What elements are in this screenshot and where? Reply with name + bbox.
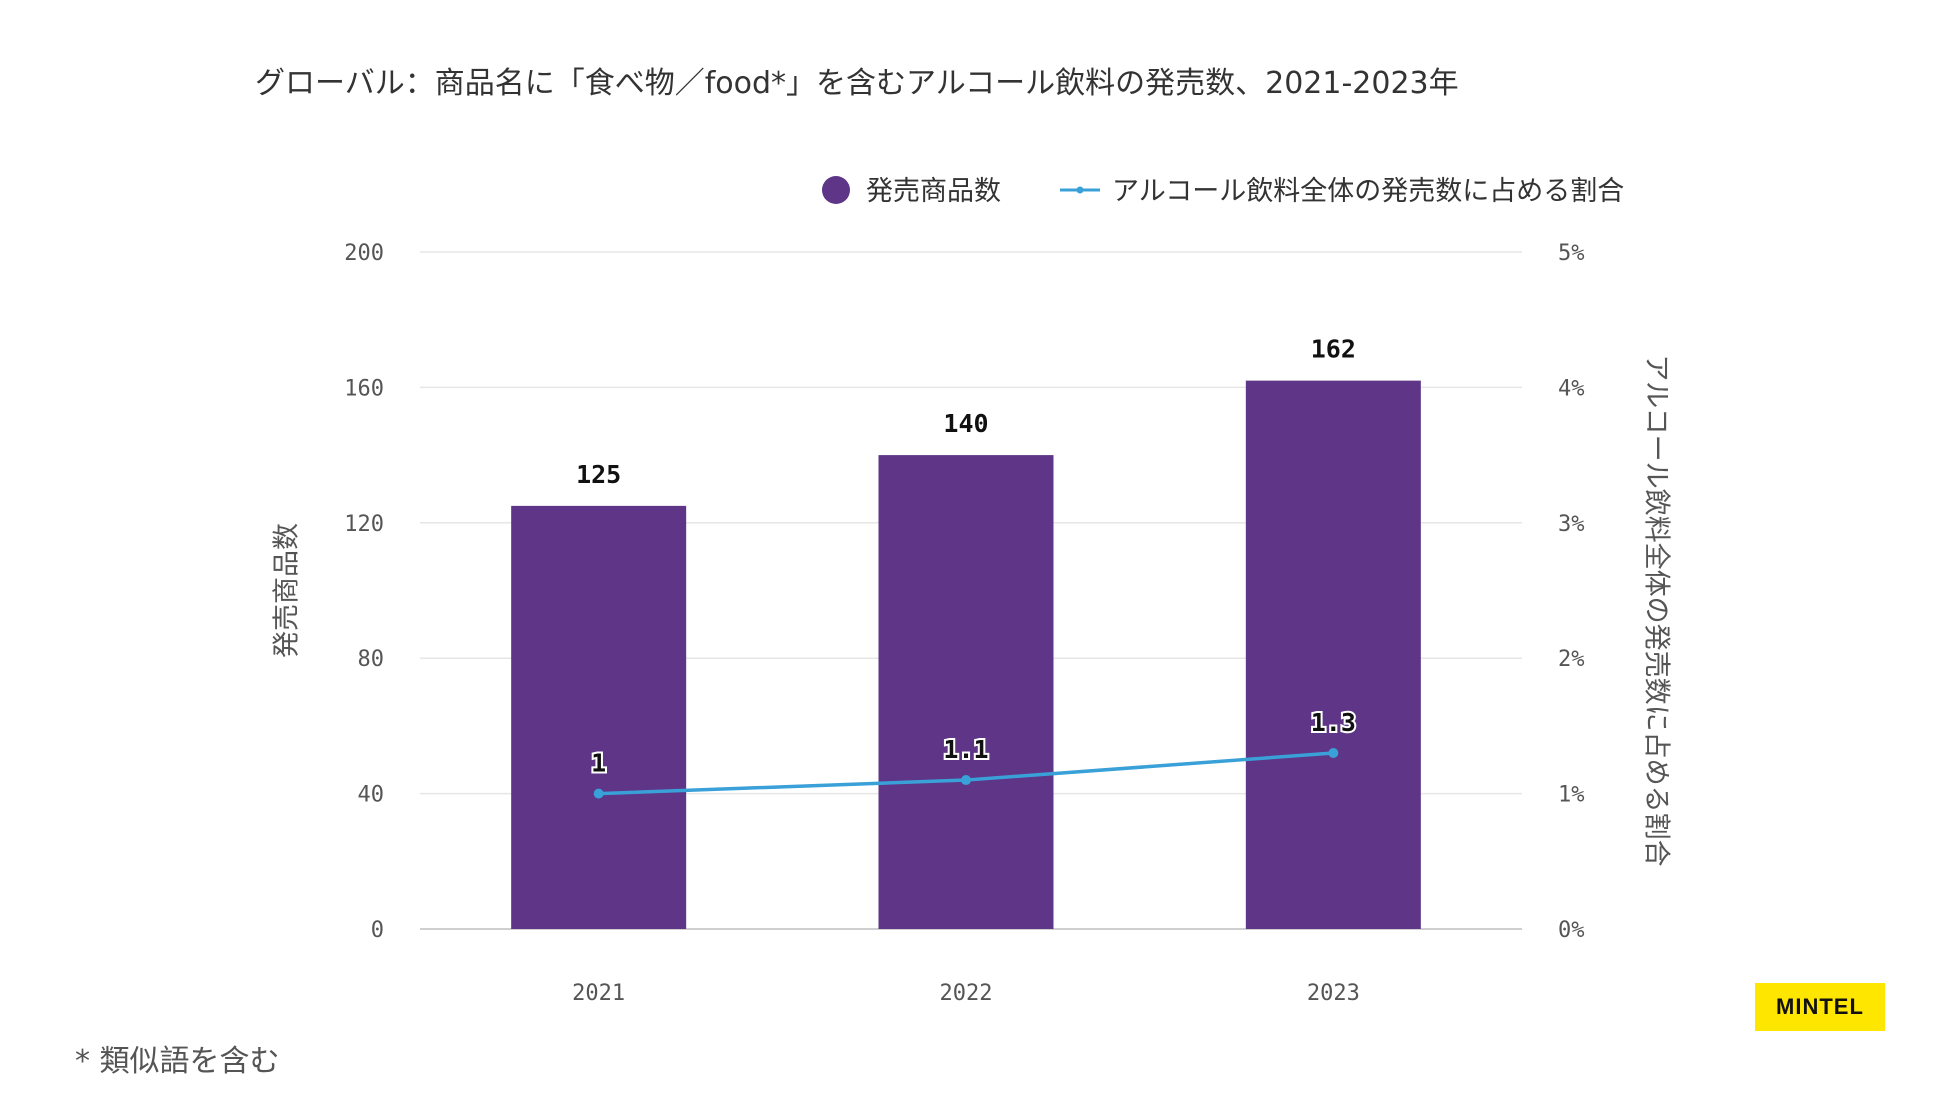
bar [1245, 380, 1421, 929]
x-tick-label: 2023 [1307, 981, 1360, 1006]
line-point [1328, 747, 1339, 758]
y2-tick-label: 0% [1558, 918, 1585, 943]
y2-tick-label: 2% [1558, 647, 1585, 672]
y-tick-label: 160 [344, 376, 384, 401]
x-tick-label: 2022 [940, 981, 993, 1006]
y2-tick-label: 5% [1558, 241, 1585, 266]
chart-title: グローバル：商品名に「食べ物／food*」を含むアルコール飲料の発売数、2021… [255, 66, 1459, 101]
bar-value-label: 125 [576, 460, 621, 489]
footnote: * 類似語を含む [75, 1044, 280, 1079]
y2-axis-title: アルコール飲料全体の発売数に占める割合 [1641, 354, 1672, 866]
bar [878, 455, 1054, 929]
legend-line-label: アルコール飲料全体の発売数に占める割合 [1112, 176, 1624, 207]
y-tick-label: 40 [358, 783, 385, 808]
legend-bar-swatch [822, 176, 850, 204]
y-axis-title: 発売商品数 [272, 523, 303, 658]
line-value-label: 1 [591, 749, 606, 778]
bar-value-label: 140 [943, 409, 988, 438]
y2-tick-label: 3% [1558, 512, 1585, 537]
y2-tick-label: 1% [1558, 783, 1585, 808]
bar-value-label: 162 [1311, 335, 1356, 364]
bar [511, 505, 687, 929]
legend-bar-label: 発売商品数 [866, 176, 1001, 207]
mintel-logo: MINTEL [1755, 983, 1885, 1031]
line-value-label: 1.1 [943, 735, 988, 764]
y-tick-label: 80 [358, 647, 385, 672]
y-tick-label: 120 [344, 512, 384, 537]
y-tick-label: 200 [344, 241, 384, 266]
legend-line-marker [1076, 186, 1084, 194]
y2-tick-label: 4% [1558, 376, 1585, 401]
line-value-label: 1.3 [1311, 708, 1356, 737]
line-point [593, 788, 604, 799]
x-tick-label: 2021 [572, 981, 625, 1006]
line-point [961, 775, 971, 786]
y-tick-label: 0 [371, 918, 384, 943]
